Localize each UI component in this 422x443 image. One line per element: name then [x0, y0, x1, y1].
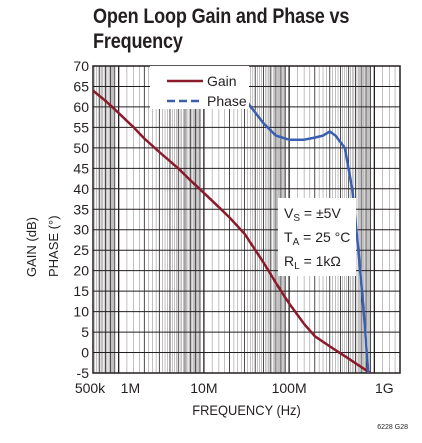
- condition-vs: VS = ±5V: [284, 205, 341, 224]
- y-tick-label: 60: [73, 99, 89, 115]
- y-axis-label-gain: GAIN (dB): [24, 217, 39, 277]
- y-tick-label: 30: [73, 222, 89, 238]
- figure-note: 6228 G28: [377, 424, 408, 431]
- condition-rl: RL = 1kΩ: [284, 253, 341, 272]
- y-tick-label: 40: [73, 181, 89, 197]
- conditions-annotation: VS = ±5V TA = 25 °C RL = 1kΩ: [278, 198, 356, 276]
- x-tick-label: 10M: [190, 380, 217, 396]
- y-tick-label: 35: [73, 201, 89, 217]
- legend-gain-label: Gain: [207, 73, 237, 89]
- y-tick-label: 45: [73, 160, 89, 176]
- legend-box: [150, 66, 249, 109]
- y-tick-label: 20: [73, 263, 89, 279]
- y-tick-label: 55: [73, 119, 89, 135]
- y-tick-label: 10: [73, 304, 89, 320]
- y-tick-label: 0: [81, 345, 89, 361]
- chart-title-line-2: Frequency: [93, 30, 183, 53]
- y-tick-label: 65: [73, 78, 89, 94]
- condition-ta: TA = 25 °C: [284, 229, 350, 248]
- legend-phase-label: Phase: [207, 93, 247, 109]
- y-tick-label: 25: [73, 242, 89, 258]
- conditions-box: [278, 198, 356, 276]
- y-tick-label: -5: [77, 365, 90, 381]
- y-tick-label: 5: [81, 324, 89, 340]
- y-tick-label: 50: [73, 140, 89, 156]
- y-tick-label: 15: [73, 283, 89, 299]
- axis-layer: -5 0 5 10 15 20 25 30 35 40 45 50 55 60 65 70 500k 1M 10M 1…: [73, 58, 393, 396]
- x-tick-label: 1G: [375, 380, 394, 396]
- chart-legend: Gain Phase: [150, 66, 249, 109]
- x-axis-label: FREQUENCY (Hz): [192, 402, 301, 418]
- chart-title-line-1: Open Loop Gain and Phase vs: [93, 5, 350, 28]
- x-tick-label: 500k: [75, 380, 106, 396]
- y-axis-label-phase: PHASE (°): [46, 215, 61, 277]
- series-line-gain: [93, 89, 372, 373]
- chart-title: Open Loop Gain and Phase vs Frequency: [93, 4, 368, 54]
- x-tick-label: 1M: [121, 380, 140, 396]
- y-tick-label: 70: [73, 58, 89, 74]
- x-tick-label: 100M: [272, 380, 307, 396]
